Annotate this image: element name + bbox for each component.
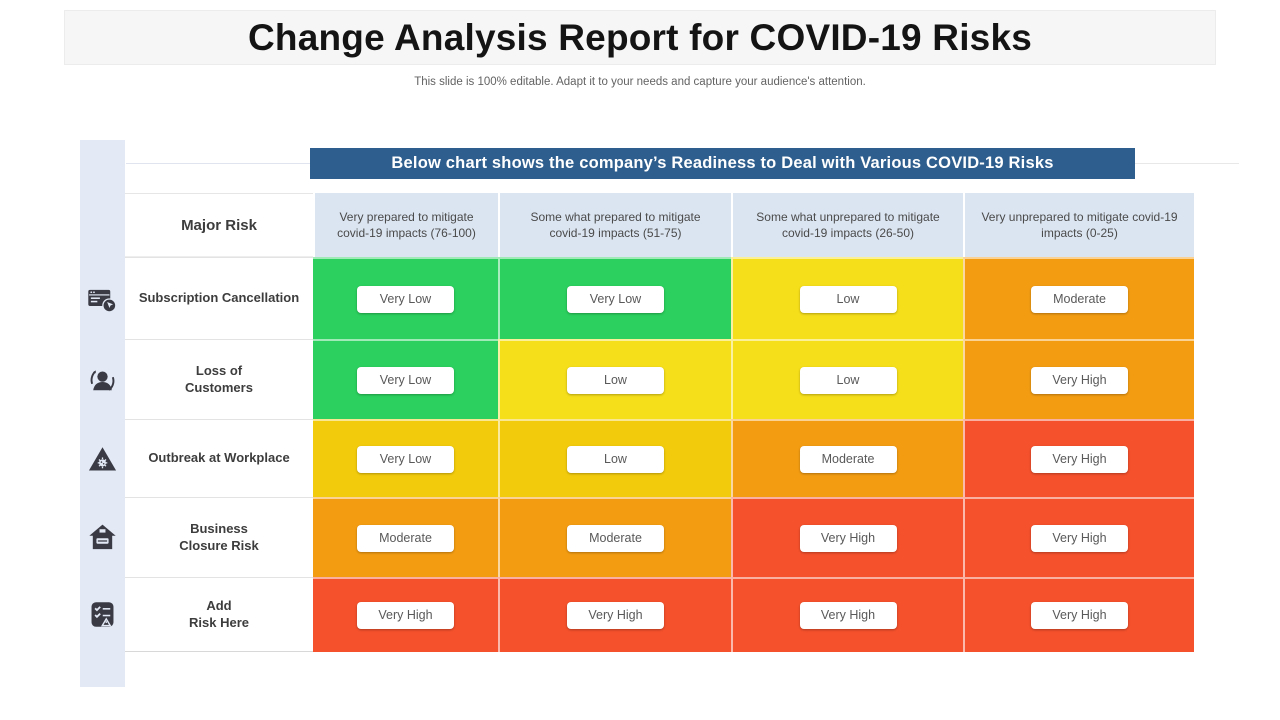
column-header-somewhat-prepared: Some what prepared to mitigate covid-19 … [498,193,731,257]
banner-rule-left [126,163,310,164]
risk-level-chip: Moderate [357,524,454,552]
outbreak-warning-icon [87,444,118,475]
risk-checklist-icon [87,599,118,630]
risk-level-chip: Very High [1031,602,1128,629]
row-label-subscription-cancellation: Subscription Cancellation [125,257,313,339]
risk-level-chip: Very High [799,602,897,629]
column-header-very-prepared: Very prepared to mitigate covid-19 impac… [313,193,498,257]
risk-cell: Very High [963,577,1194,652]
risk-level-chip: Moderate [1031,285,1128,313]
column-header-very-unprepared: Very unprepared to mitigate covid-19 imp… [963,193,1194,257]
risk-cell: Very Low [313,419,498,497]
risk-level-chip: Very High [1031,524,1128,552]
risk-cell: Very High [731,497,963,577]
column-header-somewhat-unprepared: Some what unprepared to mitigate covid-1… [731,193,963,257]
risk-level-chip: Low [799,366,897,394]
risk-level-chip: Low [799,285,897,313]
risk-cell: Very High [963,497,1194,577]
risk-cell: Very Low [313,257,498,339]
risk-level-chip: Very High [357,602,454,629]
risk-level-chip: Very Low [357,366,454,394]
risk-cell: Very High [963,419,1194,497]
corner-header: Major Risk [125,193,313,257]
risk-cell: Low [498,419,731,497]
risk-cell: Moderate [313,497,498,577]
risk-level-chip: Very Low [357,445,454,473]
risk-cell: Moderate [963,257,1194,339]
customer-loss-icon [87,365,118,396]
risk-cell: Very High [963,339,1194,419]
risk-level-chip: Very Low [567,285,664,313]
risk-level-chip: Moderate [567,524,664,552]
row-label-outbreak-at-workplace: Outbreak at Workplace [125,419,313,497]
risk-cell: Very High [313,577,498,652]
risk-level-chip: Moderate [799,445,897,473]
risk-level-chip: Low [567,366,664,394]
banner-rule-right [1135,163,1239,164]
page-title: Change Analysis Report for COVID-19 Risk… [247,16,1033,58]
title-band: Change Analysis Report for COVID-19 Risk… [64,10,1216,65]
risk-cell: Very Low [498,257,731,339]
business-closure-icon [87,522,118,553]
risk-level-chip: Very High [799,524,897,552]
risk-matrix: Major Risk Very prepared to mitigate cov… [125,193,1194,652]
risk-cell: Low [731,339,963,419]
slide-subtitle: This slide is 100% editable. Adapt it to… [414,76,866,88]
risk-level-chip: Very High [567,602,664,629]
risk-level-chip: Very Low [357,285,454,313]
readiness-banner-text: Below chart shows the company’s Readines… [391,154,1054,172]
row-label-loss-of-customers: Loss of Customers [125,339,313,419]
risk-cell: Moderate [498,497,731,577]
readiness-banner: Below chart shows the company’s Readines… [310,148,1135,179]
risk-cell: Low [498,339,731,419]
risk-cell: Low [731,257,963,339]
risk-cell: Very Low [313,339,498,419]
risk-level-chip: Low [567,445,664,473]
risk-level-chip: Very High [1031,366,1128,394]
icon-sidebar [80,140,125,687]
risk-cell: Very High [498,577,731,652]
risk-cell: Moderate [731,419,963,497]
row-label-add-risk-here: Add Risk Here [125,577,313,652]
risk-cell: Very High [731,577,963,652]
row-label-business-closure-risk: Business Closure Risk [125,497,313,577]
risk-level-chip: Very High [1031,445,1128,473]
subscription-cancellation-icon [87,284,118,315]
